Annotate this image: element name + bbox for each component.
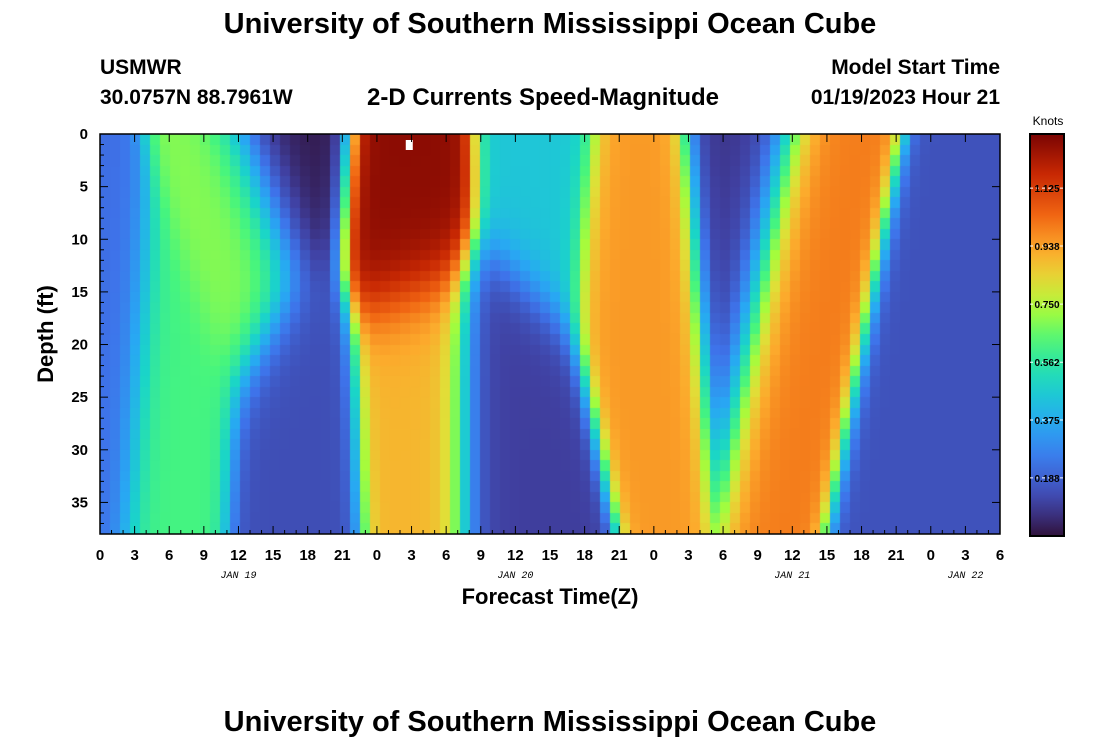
x-date-label: JAN 21 — [774, 571, 810, 582]
x-date-label: JAN 22 — [947, 571, 983, 582]
colorbar-tick-label: 0.188 — [1034, 474, 1059, 485]
x-axis-label: Forecast Time(Z) — [462, 584, 639, 609]
x-tick-label: 3 — [130, 547, 138, 564]
x-tick-label: 0 — [927, 547, 935, 564]
x-tick-label: 21 — [888, 547, 905, 564]
x-date-label: JAN 20 — [497, 571, 533, 582]
x-tick-label: 9 — [200, 547, 208, 564]
x-tick-label: 6 — [442, 547, 450, 564]
y-tick-label: 25 — [71, 389, 88, 406]
colorbar — [1029, 133, 1065, 537]
y-tick-label: 15 — [71, 284, 88, 301]
x-tick-label: 18 — [576, 547, 593, 564]
x-tick-label: 6 — [165, 547, 173, 564]
x-tick-label: 3 — [407, 547, 415, 564]
colorbar-tick-label: 0.750 — [1034, 300, 1059, 311]
y-tick-label: 0 — [80, 126, 88, 143]
chart-subtitle: 2-D Currents Speed-Magnitude — [367, 84, 720, 111]
x-tick-label: 12 — [784, 547, 801, 564]
y-axis-label: Depth (ft) — [33, 285, 58, 383]
colorbar-tick-label: 0.562 — [1034, 358, 1059, 369]
x-date-label: JAN 19 — [220, 571, 256, 582]
x-tick-label: 21 — [611, 547, 628, 564]
x-tick-label: 9 — [754, 547, 762, 564]
y-tick-label: 10 — [71, 231, 88, 248]
station-id: USMWR — [100, 56, 182, 79]
colorbar-tick-label: 0.375 — [1034, 416, 1059, 427]
x-tick-label: 18 — [853, 547, 870, 564]
x-tick-label: 21 — [334, 547, 351, 564]
x-tick-label: 12 — [230, 547, 247, 564]
x-tick-label: 6 — [996, 547, 1004, 564]
x-tick-label: 15 — [542, 547, 559, 564]
colorbar-tick-label: 0.938 — [1034, 242, 1059, 253]
colorbar-unit-label: Knots — [1033, 114, 1064, 128]
y-tick-label: 35 — [71, 494, 88, 511]
model-start-value: 01/19/2023 Hour 21 — [810, 86, 1000, 109]
x-tick-label: 6 — [719, 547, 727, 564]
colorbar-tick-label: 1.125 — [1034, 184, 1059, 195]
footer-title: University of Southern Mississippi Ocean… — [223, 706, 877, 738]
x-tick-label: 3 — [961, 547, 969, 564]
y-tick-label: 30 — [71, 442, 88, 459]
y-tick-label: 20 — [71, 337, 88, 354]
x-tick-label: 0 — [96, 547, 104, 564]
station-coordinates: 30.0757N 88.7961W — [100, 86, 293, 109]
model-start-label: Model Start Time — [831, 56, 1000, 79]
x-tick-label: 0 — [373, 547, 381, 564]
heatmap-image — [100, 134, 1000, 534]
x-tick-label: 0 — [650, 547, 658, 564]
x-tick-label: 12 — [507, 547, 524, 564]
x-tick-label: 15 — [819, 547, 836, 564]
x-tick-label: 9 — [477, 547, 485, 564]
x-tick-label: 3 — [684, 547, 692, 564]
y-tick-label: 5 — [80, 179, 88, 196]
surface-marker — [405, 140, 413, 150]
main-title: University of Southern Mississippi Ocean… — [223, 8, 877, 40]
x-tick-label: 18 — [299, 547, 316, 564]
x-tick-label: 15 — [265, 547, 282, 564]
